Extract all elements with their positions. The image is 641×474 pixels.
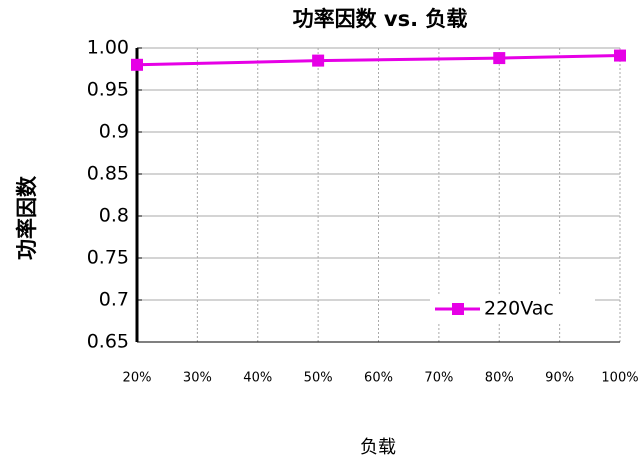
chart-title: 功率因数 vs. 负载 [293,7,468,31]
y-tick-label: 0.7 [99,289,129,311]
y-axis-title: 功率因数 [15,175,39,260]
x-tick-label: 40% [243,371,272,386]
x-tick-label: 60% [364,371,393,386]
y-tick-label: 0.9 [99,121,129,143]
x-tick-label: 20% [123,371,152,386]
y-tick-label: 0.95 [87,79,129,101]
legend-label: 220Vac [484,298,554,320]
x-tick-label: 30% [183,371,212,386]
marker [312,54,325,67]
x-tick-label: 100% [601,371,638,386]
y-tick-label: 1.00 [87,37,129,59]
x-axis-title: 负载 [360,437,396,458]
marker [493,52,506,65]
marker [614,49,626,62]
marker [131,58,143,71]
y-tick-label: 0.85 [87,163,129,185]
x-tick-label: 90% [545,371,574,386]
series-line [136,54,621,67]
legend-marker [452,303,464,315]
y-tick-label: 0.8 [99,205,129,227]
x-tick-label: 50% [304,371,333,386]
x-tick-label: 70% [424,371,453,386]
x-tick-label: 80% [485,371,514,386]
y-tick-label: 0.75 [87,247,129,269]
y-tick-label: 0.65 [87,331,129,353]
